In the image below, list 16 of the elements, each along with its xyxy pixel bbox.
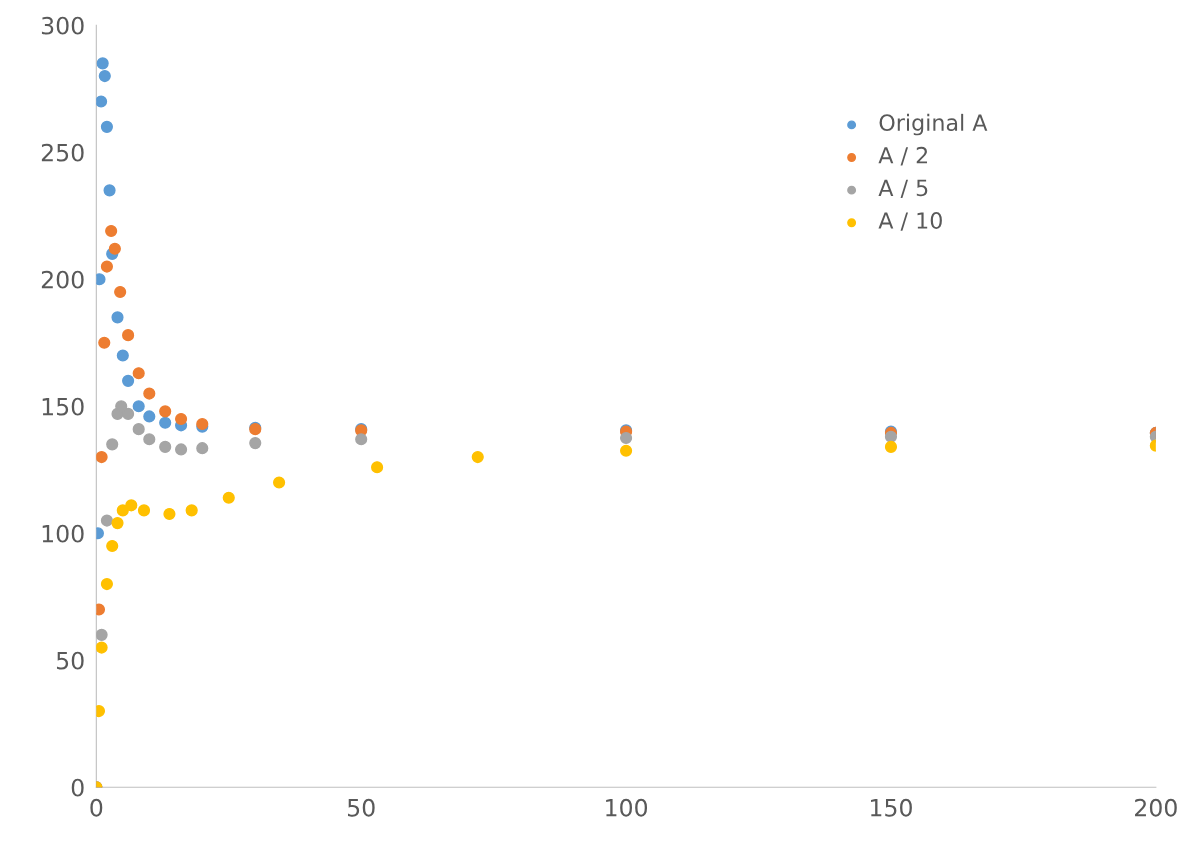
legend-label: Original A — [879, 113, 988, 136]
legend-label: A / 10 — [878, 212, 942, 231]
legend-label: A / 5 — [878, 179, 928, 199]
x-tick-label: 50 — [348, 798, 375, 817]
y-tick-label: 0 — [71, 778, 84, 797]
y-tick-label: 300 — [41, 16, 84, 35]
y-tick-label: 200 — [41, 270, 84, 289]
y-tick-label: 100 — [42, 524, 84, 543]
y-tick-label: 250 — [41, 143, 84, 162]
x-tick-label: 0 — [90, 798, 103, 817]
x-tick-label: 100 — [606, 798, 648, 817]
y-tick-label: 50 — [56, 651, 84, 670]
y-tick-label: 150 — [42, 397, 84, 416]
x-tick-label: 200 — [1135, 798, 1177, 817]
legend-label: A / 2 — [878, 146, 928, 166]
x-tick-label: 150 — [871, 798, 912, 817]
